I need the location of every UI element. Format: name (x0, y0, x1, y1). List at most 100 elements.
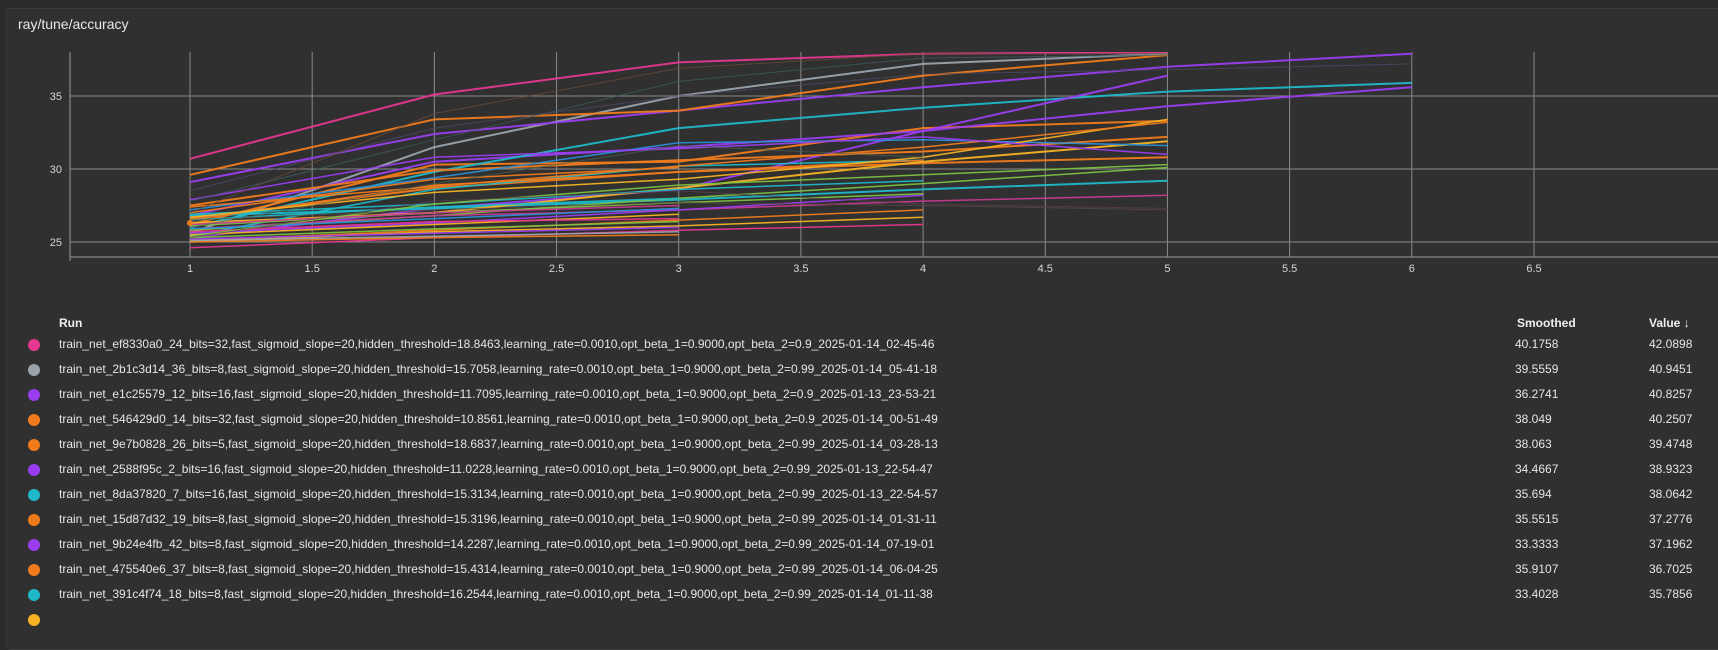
run-name: train_net_e1c25579_12_bits=16,fast_sigmo… (59, 387, 937, 401)
series-line (189, 213, 679, 236)
run-smoothed-value: 38.049 (1515, 412, 1552, 426)
x-axis-ticks: 1 1.5 2 2.5 3 3.5 4 4.5 5 5.5 6 6.5 (187, 263, 1542, 275)
series-line (189, 53, 1168, 214)
series-line (189, 220, 679, 239)
run-color-dot (28, 614, 40, 626)
run-value: 42.0898 (1649, 337, 1693, 351)
series-line (189, 197, 679, 221)
run-value: 37.2776 (1649, 512, 1693, 526)
header-run[interactable]: Run (59, 316, 83, 330)
run-color-dot (28, 564, 40, 576)
run-color-dot (28, 514, 40, 526)
run-row[interactable] (0, 607, 1718, 632)
series-line (189, 54, 1168, 176)
series-line (189, 204, 679, 226)
run-row[interactable]: train_net_8da37820_7_bits=16,fast_sigmoi… (0, 482, 1718, 507)
x-tick-label: 5.5 (1282, 263, 1297, 275)
x-tick-label: 3.5 (793, 263, 808, 275)
run-smoothed-value: 33.3333 (1515, 537, 1559, 551)
run-name: train_net_391c4f74_18_bits=8,fast_sigmoi… (59, 587, 933, 601)
x-tick-label: 1.5 (305, 263, 320, 275)
runs-table-header: Run Smoothed Value ↓ (0, 312, 1718, 332)
run-value: 40.2507 (1649, 412, 1693, 426)
run-color-dot (28, 464, 40, 476)
run-value: 36.7025 (1649, 562, 1693, 576)
run-row[interactable]: train_net_546429d0_14_bits=32,fast_sigmo… (0, 407, 1718, 432)
run-row[interactable]: train_net_2588f95c_2_bits=16,fast_sigmoi… (0, 457, 1718, 482)
series-line (189, 54, 1168, 202)
run-color-dot (28, 389, 40, 401)
run-smoothed-value: 39.5559 (1515, 362, 1559, 376)
series-line (189, 217, 679, 233)
run-value: 38.9323 (1649, 462, 1693, 476)
x-tick-label: 2.5 (549, 263, 564, 275)
run-color-dot (28, 339, 40, 351)
series-line (189, 121, 1168, 208)
run-name: train_net_8da37820_7_bits=16,fast_sigmoi… (59, 487, 938, 501)
run-name: train_net_9b24e4fb_42_bits=8,fast_sigmoi… (59, 537, 935, 551)
run-row[interactable]: train_net_2b1c3d14_36_bits=8,fast_sigmoi… (0, 357, 1718, 382)
x-tick-label: 5 (1164, 263, 1170, 275)
series-line (189, 52, 1412, 184)
run-color-dot (28, 539, 40, 551)
run-row[interactable]: train_net_e1c25579_12_bits=16,fast_sigmo… (0, 382, 1718, 407)
header-smoothed[interactable]: Smoothed (1517, 316, 1576, 330)
chart-card (6, 8, 1718, 650)
run-value: 37.1962 (1649, 537, 1693, 551)
series-line (189, 145, 924, 228)
run-value: 38.0642 (1649, 487, 1693, 501)
run-smoothed-value: 33.4028 (1515, 587, 1559, 601)
header-value-sort[interactable]: Value ↓ (1649, 316, 1690, 330)
series-line (189, 166, 679, 214)
series-line (189, 118, 1168, 218)
run-smoothed-value: 34.4667 (1515, 462, 1559, 476)
series-line (189, 86, 1412, 217)
x-tick-label: 3 (676, 263, 682, 275)
x-tick-label: 6 (1409, 263, 1415, 275)
run-smoothed-value: 40.1758 (1515, 337, 1559, 351)
run-name: train_net_ef8330a0_24_bits=32,fast_sigmo… (59, 337, 935, 351)
series-line (189, 119, 1168, 226)
series-line (189, 63, 1412, 192)
run-color-dot (28, 439, 40, 451)
run-row[interactable]: train_net_9e7b0828_26_bits=5,fast_sigmoi… (0, 432, 1718, 457)
x-tick-label: 1 (187, 263, 193, 275)
run-name: train_net_15d87d32_19_bits=8,fast_sigmoi… (59, 512, 937, 526)
y-axis-ticks: 25 30 35 (50, 91, 62, 249)
series-line (189, 159, 924, 221)
x-tick-label: 6.5 (1526, 263, 1541, 275)
run-smoothed-value: 35.694 (1515, 487, 1552, 501)
chart-title: ray/tune/accuracy (18, 16, 129, 32)
run-value: 40.8257 (1649, 387, 1693, 401)
series-line (189, 135, 1168, 207)
run-color-dot (28, 589, 40, 601)
x-tick-label: 4 (920, 263, 926, 275)
run-value: 40.9451 (1649, 362, 1693, 376)
y-tick-label: 30 (50, 164, 62, 176)
run-smoothed-value: 38.063 (1515, 437, 1552, 451)
series-point (187, 220, 193, 227)
run-row[interactable]: train_net_ef8330a0_24_bits=32,fast_sigmo… (0, 332, 1718, 357)
series-line (189, 136, 1168, 201)
run-row[interactable]: train_net_15d87d32_19_bits=8,fast_sigmoi… (0, 507, 1718, 532)
x-tick-label: 2 (431, 263, 437, 275)
series-line (189, 190, 1168, 239)
run-row[interactable]: train_net_9b24e4fb_42_bits=8,fast_sigmoi… (0, 532, 1718, 557)
run-value: 39.4748 (1649, 437, 1693, 451)
chart-series (187, 52, 1412, 249)
run-row[interactable]: train_net_391c4f74_18_bits=8,fast_sigmoi… (0, 582, 1718, 607)
series-line (189, 139, 1168, 211)
run-row[interactable]: train_net_475540e6_37_bits=8,fast_sigmoi… (0, 557, 1718, 582)
run-smoothed-value: 35.5515 (1515, 512, 1559, 526)
series-line (189, 226, 679, 240)
line-chart[interactable]: 1 1.5 2 2.5 3 3.5 4 4.5 5 5.5 6 6.5 25 30 35 (0, 0, 1718, 310)
series-line (189, 233, 679, 243)
y-tick-label: 25 (50, 237, 62, 249)
run-value: 35.7856 (1649, 587, 1693, 601)
run-name: train_net_2588f95c_2_bits=16,fast_sigmoi… (59, 462, 933, 476)
series-line (189, 194, 924, 234)
run-color-dot (28, 414, 40, 426)
series-line (189, 231, 679, 242)
x-tick-label: 4.5 (1038, 263, 1053, 275)
run-name: train_net_9e7b0828_26_bits=5,fast_sigmoi… (59, 437, 938, 451)
